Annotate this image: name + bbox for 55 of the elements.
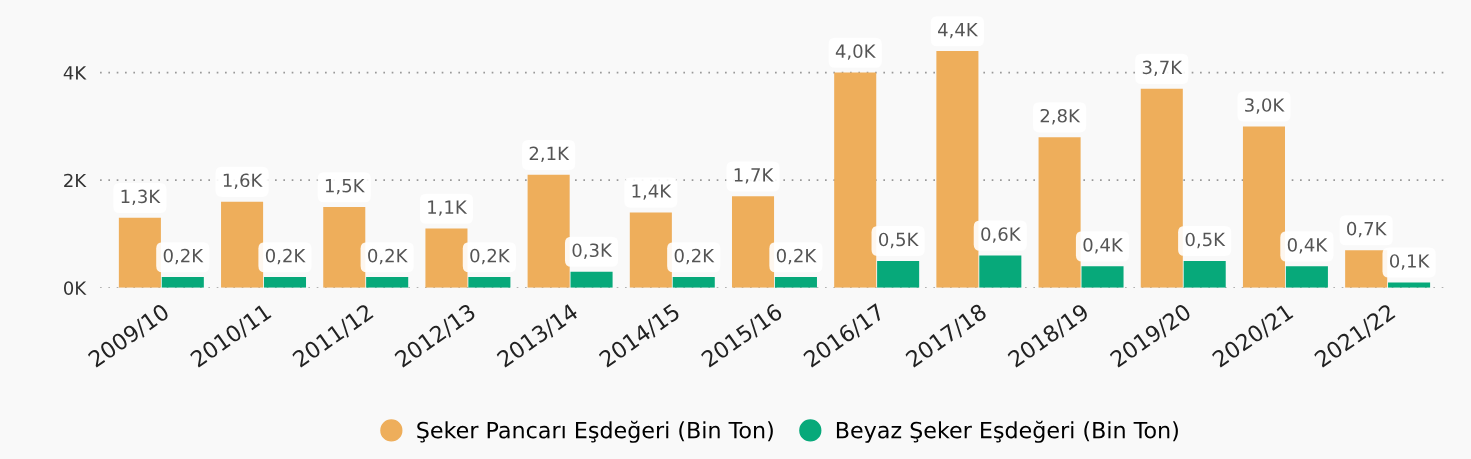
bar bbox=[731, 196, 775, 288]
bar bbox=[570, 271, 613, 288]
data-label: 1,4K bbox=[632, 184, 672, 200]
bar bbox=[774, 277, 817, 288]
data-label: 4,4K bbox=[938, 23, 979, 39]
data-label: 1,3K bbox=[121, 189, 161, 206]
data-label: 2,1K bbox=[529, 146, 570, 163]
bar bbox=[1242, 126, 1285, 288]
bar bbox=[323, 207, 366, 288]
data-label: 3,0K bbox=[1245, 98, 1285, 114]
data-label: 3,7K bbox=[1142, 60, 1183, 76]
bar bbox=[1038, 137, 1081, 288]
bar bbox=[1388, 282, 1431, 288]
bar bbox=[118, 217, 161, 288]
bar bbox=[1081, 266, 1124, 288]
y-tick-label: 0K bbox=[64, 281, 87, 295]
data-label: 0,2K bbox=[470, 248, 511, 265]
y-tick-label: 4K bbox=[63, 66, 87, 80]
data-label: 0,4K bbox=[1287, 238, 1328, 254]
bar bbox=[1285, 266, 1328, 288]
bar bbox=[1183, 260, 1226, 288]
data-label: 4,0K bbox=[835, 44, 876, 60]
y-tick-label: 2K bbox=[64, 173, 87, 188]
data-label: 0,6K bbox=[981, 227, 1021, 243]
data-label: 2,8K bbox=[1040, 108, 1081, 125]
data-label: 1,1K bbox=[428, 200, 468, 216]
bar bbox=[834, 72, 877, 288]
bar bbox=[161, 277, 204, 288]
bar bbox=[629, 212, 672, 288]
bar bbox=[672, 277, 715, 288]
data-label: 0,1K bbox=[1389, 254, 1430, 270]
bar bbox=[468, 277, 511, 288]
data-label: 0,4K bbox=[1083, 238, 1124, 254]
data-label: 0,2K bbox=[674, 248, 715, 265]
data-label: 0,5K bbox=[1185, 232, 1226, 249]
data-label: 0,2K bbox=[776, 248, 817, 265]
bar bbox=[936, 51, 979, 288]
data-label: 1,6K bbox=[223, 173, 263, 189]
bar bbox=[877, 260, 920, 288]
data-label: 0,3K bbox=[572, 243, 613, 259]
bar bbox=[979, 255, 1022, 288]
data-label: 0,2K bbox=[368, 248, 408, 265]
bar bbox=[366, 277, 409, 288]
data-label: 1,5K bbox=[325, 179, 365, 195]
data-label: 0,7K bbox=[1347, 221, 1387, 238]
data-label: 0,5K bbox=[879, 232, 919, 249]
bar bbox=[527, 174, 570, 288]
data-label: 1,7K bbox=[734, 168, 774, 184]
bar bbox=[1140, 88, 1183, 288]
legend-label: Beyaz Şeker Eşdeğeri (Bin Ton) bbox=[836, 420, 1178, 443]
legend-label: Şeker Pancarı Eşdeğeri (Bin Ton) bbox=[417, 420, 773, 443]
bar bbox=[263, 277, 307, 288]
bar bbox=[221, 201, 264, 288]
data-label: 0,2K bbox=[265, 248, 306, 265]
data-label: 0,2K bbox=[163, 248, 204, 265]
